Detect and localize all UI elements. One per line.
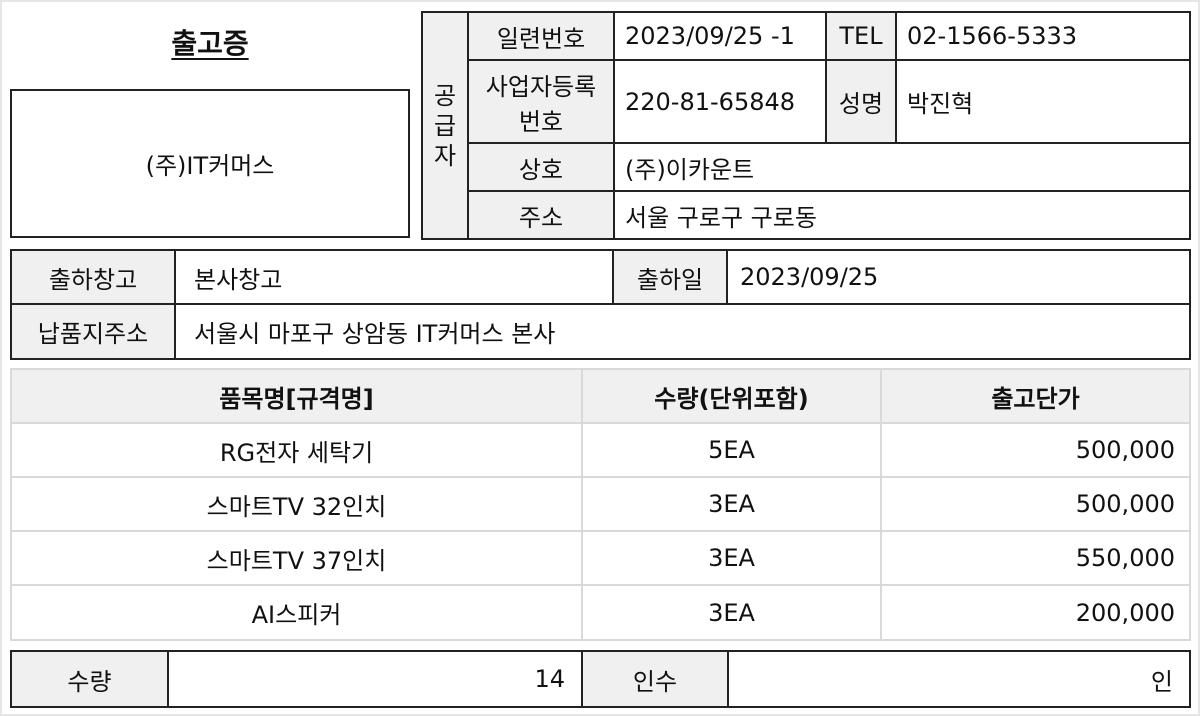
address-value: 서울 구로구 구로동 bbox=[613, 190, 1191, 240]
biz-no-label-line1: 사업자등록 bbox=[485, 72, 597, 101]
items-table: 품목명[규격명] 수량(단위포함) 출고단가 RG전자 세탁기 5EA 500,… bbox=[10, 368, 1191, 641]
col-header-price: 출고단가 bbox=[880, 368, 1191, 424]
customer-box: (주)IT커머스 bbox=[10, 89, 410, 238]
supplier-section-label: 공 급 자 bbox=[421, 11, 469, 240]
tel-value: 02-1566-5333 bbox=[895, 11, 1191, 61]
item-name: 스마트TV 37인치 bbox=[10, 530, 583, 586]
total-qty-value: 14 bbox=[167, 650, 583, 708]
delivery-address-value: 서울시 마포구 상암동 IT커머스 본사 bbox=[174, 303, 1191, 360]
table-row: AI스피커 3EA 200,000 bbox=[10, 584, 1191, 641]
total-qty-label: 수량 bbox=[10, 650, 169, 708]
tel-label: TEL bbox=[825, 11, 897, 61]
customer-name: (주)IT커머스 bbox=[145, 152, 275, 180]
item-qty: 3EA bbox=[581, 530, 882, 586]
totals-table: 수량 14 인수 인 bbox=[10, 650, 1191, 708]
item-price: 550,000 bbox=[880, 530, 1191, 586]
table-row: 스마트TV 32인치 3EA 500,000 bbox=[10, 476, 1191, 532]
biz-no-label-line2: 번호 bbox=[518, 107, 564, 136]
biz-no-value: 220-81-65848 bbox=[613, 59, 827, 144]
table-row: RG전자 세탁기 5EA 500,000 bbox=[10, 422, 1191, 478]
item-qty: 5EA bbox=[581, 422, 882, 478]
document-title: 출고증 bbox=[171, 27, 249, 60]
delivery-address-label: 납품지주소 bbox=[10, 303, 176, 360]
item-price: 500,000 bbox=[880, 476, 1191, 532]
receipt-seal: 인 bbox=[727, 650, 1191, 708]
item-price: 500,000 bbox=[880, 422, 1191, 478]
company-value: (주)이카운트 bbox=[613, 142, 1191, 192]
supplier-char-3: 자 bbox=[433, 141, 457, 170]
biz-no-label: 사업자등록 번호 bbox=[467, 59, 615, 144]
warehouse-label: 출하창고 bbox=[10, 249, 176, 305]
item-name: AI스피커 bbox=[10, 584, 583, 641]
company-label: 상호 bbox=[467, 142, 615, 192]
name-value: 박진혁 bbox=[895, 59, 1191, 144]
supplier-char-1: 공 bbox=[433, 81, 457, 110]
item-qty: 3EA bbox=[581, 476, 882, 532]
name-label: 성명 bbox=[825, 59, 897, 144]
item-name: 스마트TV 32인치 bbox=[10, 476, 583, 532]
serial-value: 2023/09/25 -1 bbox=[613, 11, 827, 61]
col-header-qty: 수량(단위포함) bbox=[581, 368, 882, 424]
col-header-item: 품목명[규격명] bbox=[10, 368, 583, 424]
item-name: RG전자 세탁기 bbox=[10, 422, 583, 478]
ship-date-value: 2023/09/25 bbox=[726, 249, 1191, 305]
receipt-label: 인수 bbox=[581, 650, 729, 708]
ship-date-label: 출하일 bbox=[612, 249, 728, 305]
item-qty: 3EA bbox=[581, 584, 882, 641]
shipping-table: 출하창고 본사창고 출하일 2023/09/25 납품지주소 서울시 마포구 상… bbox=[10, 249, 1191, 360]
address-label: 주소 bbox=[467, 190, 615, 240]
table-row: 스마트TV 37인치 3EA 550,000 bbox=[10, 530, 1191, 586]
supplier-char-2: 급 bbox=[433, 111, 457, 140]
supplier-table: 공 급 자 일련번호 2023/09/25 -1 TEL 02-1566-533… bbox=[421, 11, 1191, 240]
serial-label: 일련번호 bbox=[467, 11, 615, 61]
warehouse-value: 본사창고 bbox=[174, 249, 614, 305]
item-price: 200,000 bbox=[880, 584, 1191, 641]
